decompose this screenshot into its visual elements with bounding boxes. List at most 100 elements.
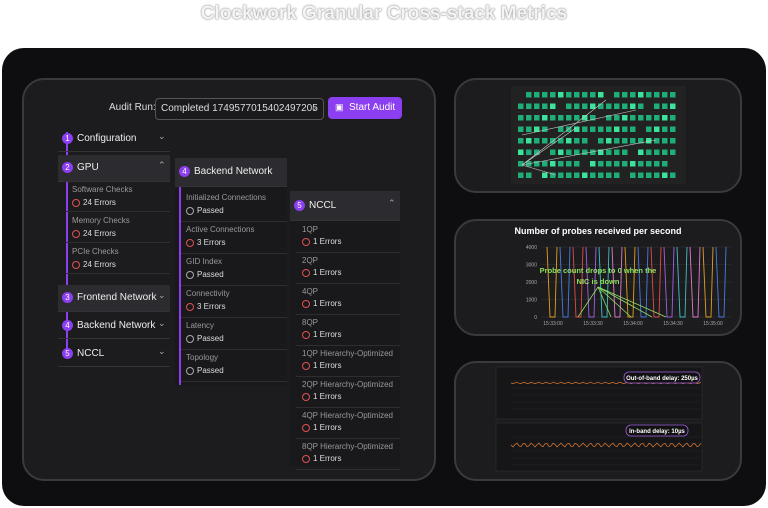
menu-item[interactable] bbox=[58, 314, 170, 339]
menu-label: Configuration bbox=[77, 133, 137, 144]
probe-chart: Number of probes received per second 4000… bbox=[514, 226, 731, 327]
node bbox=[670, 92, 676, 98]
node bbox=[534, 103, 540, 109]
progress-line bbox=[66, 132, 68, 356]
node bbox=[606, 115, 612, 121]
probe-line bbox=[598, 246, 610, 318]
menu-item[interactable] bbox=[175, 158, 287, 187]
check-status: 24 Errors bbox=[72, 229, 116, 238]
check-row bbox=[181, 286, 287, 318]
check-status: Passed bbox=[186, 366, 224, 375]
check-row bbox=[66, 243, 170, 274]
check-status: 24 Errors bbox=[72, 198, 116, 207]
step-number: 3 bbox=[62, 292, 73, 303]
y-tick-label: 1000 bbox=[526, 298, 537, 304]
node bbox=[630, 138, 636, 144]
node bbox=[654, 92, 660, 98]
status-text: Passed bbox=[197, 334, 224, 343]
node bbox=[518, 172, 524, 178]
status-text: 1 Errors bbox=[313, 299, 342, 308]
chevron: ⌄ bbox=[158, 131, 166, 141]
node bbox=[638, 161, 644, 167]
node bbox=[630, 115, 636, 121]
check-name: Memory Checks bbox=[72, 216, 130, 225]
node bbox=[662, 103, 668, 109]
annotation-arrow bbox=[597, 286, 667, 318]
node bbox=[574, 172, 580, 178]
node bbox=[542, 172, 548, 178]
node bbox=[630, 126, 636, 132]
node bbox=[638, 138, 644, 144]
node bbox=[542, 126, 548, 132]
node bbox=[646, 126, 652, 132]
check-status: 1 Errors bbox=[302, 330, 341, 339]
menu-item[interactable] bbox=[58, 285, 170, 312]
node bbox=[622, 115, 628, 121]
node bbox=[566, 172, 572, 178]
run-select[interactable]: Completed 1749577015402497205 ⌄ bbox=[155, 98, 324, 120]
node bbox=[566, 138, 572, 144]
check-name: PCIe Checks bbox=[72, 247, 119, 256]
node bbox=[606, 149, 612, 155]
node bbox=[526, 126, 532, 132]
node bbox=[590, 103, 596, 109]
status-text: Passed bbox=[197, 206, 224, 215]
check-row bbox=[296, 284, 400, 315]
audit-label: Audit Run: bbox=[109, 102, 156, 113]
node bbox=[622, 92, 628, 98]
menu-item[interactable] bbox=[58, 342, 170, 367]
link bbox=[521, 139, 657, 166]
check-row bbox=[181, 222, 287, 254]
node bbox=[638, 92, 644, 98]
y-tick-label: 4000 bbox=[526, 245, 537, 251]
node bbox=[582, 172, 588, 178]
menu-label: Frontend Network bbox=[77, 292, 157, 303]
link bbox=[521, 164, 557, 176]
check-row bbox=[181, 350, 287, 382]
status-text: 24 Errors bbox=[83, 260, 116, 269]
node bbox=[662, 115, 668, 121]
check-status: 1 Errors bbox=[302, 423, 341, 432]
node bbox=[582, 103, 588, 109]
check-row bbox=[296, 377, 400, 408]
check-status: 3 Errors bbox=[186, 238, 225, 247]
node bbox=[566, 149, 572, 155]
node bbox=[582, 126, 588, 132]
passed-icon bbox=[186, 366, 194, 375]
menu-label: NCCL bbox=[77, 348, 105, 359]
node bbox=[670, 172, 676, 178]
node bbox=[606, 161, 612, 167]
node bbox=[550, 172, 556, 178]
node bbox=[614, 92, 620, 98]
node bbox=[550, 138, 556, 144]
step-number: 4 bbox=[62, 320, 73, 331]
chart-title: Number of probes received per second bbox=[514, 226, 681, 236]
check-name: 8QP bbox=[302, 318, 319, 327]
check-name: 1QP Hierarchy-Optimized bbox=[302, 349, 393, 358]
node bbox=[654, 172, 660, 178]
start-audit-button[interactable]: ▣ Start Audit bbox=[328, 97, 402, 119]
node bbox=[534, 92, 540, 98]
node bbox=[518, 149, 524, 155]
step-number: 4 bbox=[179, 166, 190, 177]
menu-item[interactable] bbox=[290, 191, 400, 221]
node bbox=[598, 92, 604, 98]
check-status: 1 Errors bbox=[302, 454, 341, 463]
node bbox=[670, 138, 676, 144]
topology-graph bbox=[511, 86, 686, 184]
node bbox=[582, 138, 588, 144]
run-select-value: Completed 1749577015402497205 bbox=[161, 103, 318, 114]
chevron: ⌄ bbox=[158, 318, 166, 328]
node bbox=[646, 115, 652, 121]
menu-item[interactable] bbox=[58, 127, 170, 152]
error-icon bbox=[302, 330, 310, 339]
node bbox=[518, 138, 524, 144]
check-name: 4QP bbox=[302, 287, 319, 296]
column-bg bbox=[175, 158, 287, 386]
node bbox=[550, 103, 556, 109]
node bbox=[598, 172, 604, 178]
menu-item[interactable] bbox=[58, 155, 170, 182]
node bbox=[614, 172, 620, 178]
delay-label: Out-of-band delay: 250µs bbox=[626, 376, 698, 382]
